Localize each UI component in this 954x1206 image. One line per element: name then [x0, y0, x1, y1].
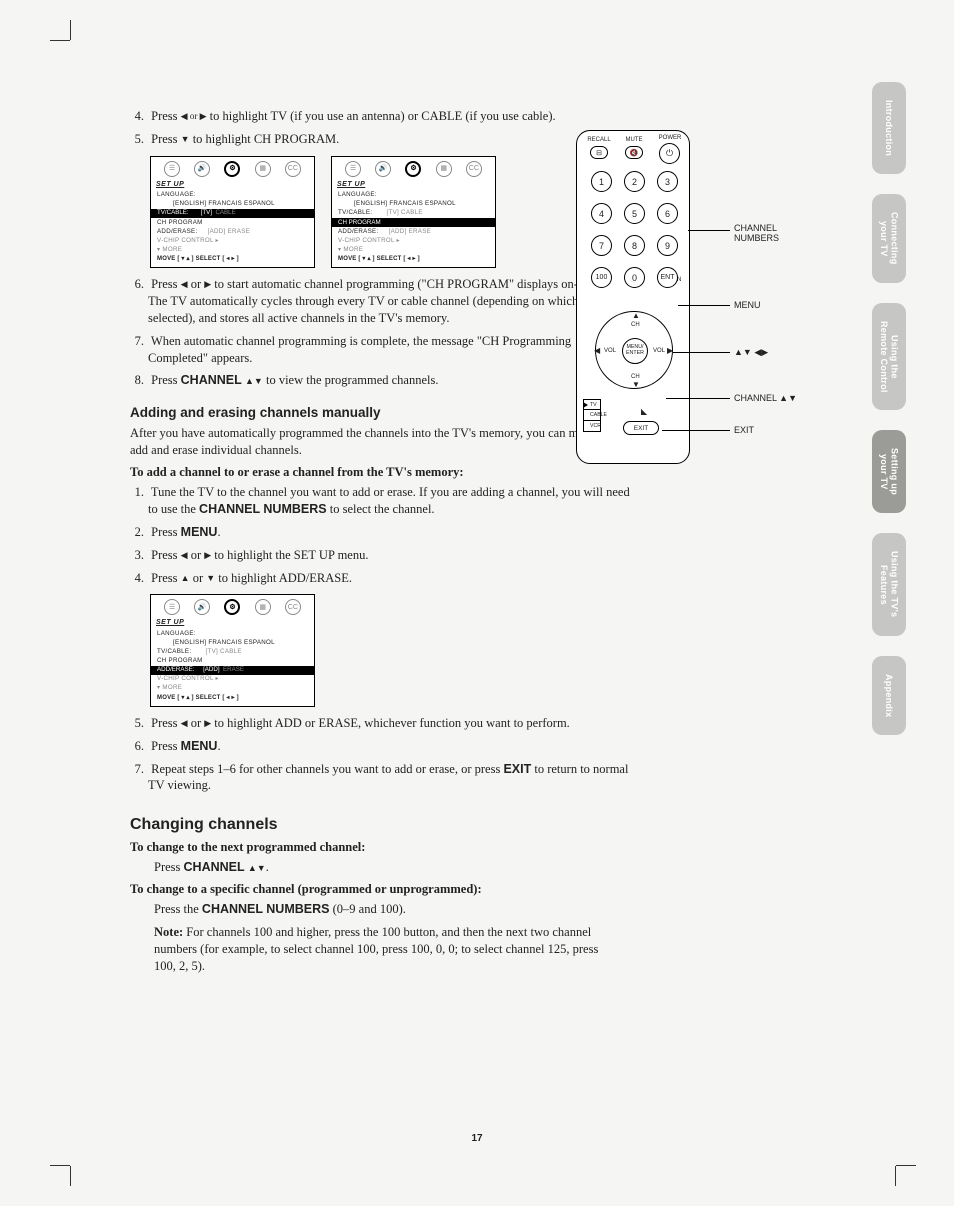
step: 2. Press MENU. — [130, 524, 630, 541]
step: 8. Press CHANNEL ▲▼ to view the programm… — [130, 372, 630, 389]
heading-add-erase: Adding and erasing channels manually — [130, 405, 630, 420]
exit-button[interactable]: EXIT — [623, 421, 659, 435]
mute-button[interactable]: 🔇 — [625, 146, 643, 159]
tab-features[interactable]: Using the TV's Features — [872, 533, 906, 635]
callout-menu: MENU — [734, 300, 761, 310]
sub-specific-channel: To change to a specific channel (program… — [130, 882, 630, 897]
osd-panel-adderase: ☰🔊⚙▦CCSET UPLANGUAGE:[ENGLISH] FRANCAIS … — [150, 594, 315, 706]
step: 3. Press ◀ or ▶ to highlight the SET UP … — [130, 547, 630, 564]
recall-button[interactable]: ⊟ — [590, 146, 608, 159]
crop-mark — [70, 1166, 71, 1186]
callout-channel: CHANNEL ▲▼ — [734, 393, 797, 403]
num-7-button[interactable]: 7 — [591, 235, 612, 256]
heading-changing: Changing channels — [130, 816, 630, 834]
side-tabs: Introduction Connecting your TV Using th… — [872, 82, 906, 755]
tab-setting-up[interactable]: Setting up your TV — [872, 430, 906, 513]
step: 4. Press ▲ or ▼ to highlight ADD/ERASE. — [130, 570, 630, 587]
step: 7. When automatic channel programming is… — [130, 333, 630, 367]
num-5-button[interactable]: 5 — [624, 203, 645, 224]
step: 6. Press ◀ or ▶ to start automatic chann… — [130, 276, 630, 327]
label-recall: RECALL — [586, 137, 612, 143]
label-mute: MUTE — [621, 137, 647, 143]
num-8-button[interactable]: 8 — [624, 235, 645, 256]
tab-connecting[interactable]: Connecting your TV — [872, 194, 906, 283]
osd-panel-chprogram: ☰🔊⚙▦CCSET UPLANGUAGE:[ENGLISH] FRANCAIS … — [331, 156, 496, 268]
menu-enter-button[interactable]: MENU/ENTER — [622, 338, 648, 364]
step: 6. Press MENU. — [130, 738, 630, 755]
text-press-channel: Press CHANNEL ▲▼. — [130, 859, 630, 876]
label-ch-up: CH — [631, 322, 640, 328]
leader-line — [662, 430, 730, 431]
tab-appendix[interactable]: Appendix — [872, 656, 906, 735]
osd-panel-tvcable: ☰🔊⚙▦CCSET UPLANGUAGE:[ENGLISH] FRANCAIS … — [150, 156, 315, 268]
callout-arrows: ▲▼ ◀▶ — [734, 347, 768, 358]
label-vol-right: VOL — [653, 348, 665, 354]
arrow-left-icon[interactable]: ◀ — [594, 346, 600, 355]
step: 5. Press ◀ or ▶ to highlight ADD or ERAS… — [130, 715, 630, 732]
step: 5. Press ▼ to highlight CH PROGRAM. — [130, 131, 630, 148]
leader-line — [678, 305, 730, 306]
power-button[interactable]: ⏻ — [659, 143, 680, 164]
text-press-numbers: Press the CHANNEL NUMBERS (0–9 and 100). — [130, 901, 630, 918]
device-switch[interactable]: TV CABLE VCR — [583, 399, 601, 432]
dpad: MENU/ENTER CH CH VOL VOL ▲ ▼ ◀ ▶ — [595, 311, 673, 389]
num-4-button[interactable]: 4 — [591, 203, 612, 224]
step: 7. Repeat steps 1–6 for other channels y… — [130, 761, 630, 795]
num-6-button[interactable]: 6 — [657, 203, 678, 224]
page-content: 4. Press ◀ or ▶ to highlight TV (if you … — [130, 108, 630, 981]
callout-exit: EXIT — [734, 425, 754, 435]
osd-row-2: ☰🔊⚙▦CCSET UPLANGUAGE:[ENGLISH] FRANCAIS … — [150, 594, 630, 706]
step: 4. Press ◀ or ▶ to highlight TV (if you … — [130, 108, 630, 125]
exit-arrow-icon: ◣ — [641, 407, 647, 416]
label-vol-left: VOL — [604, 348, 616, 354]
switch-vcr: VCR — [590, 423, 601, 429]
num-0-button[interactable]: 0 — [624, 267, 645, 288]
leader-line — [673, 352, 730, 353]
crop-mark — [50, 40, 70, 41]
remote-diagram: RECALL MUTE POWER ⊟ 🔇 ⏻ CH RTN MENU/ENTE… — [566, 130, 854, 464]
num-2-button[interactable]: 2 — [624, 171, 645, 192]
crop-mark — [70, 20, 71, 40]
arrow-down-icon[interactable]: ▼ — [632, 380, 640, 389]
osd-row: ☰🔊⚙▦CCSET UPLANGUAGE:[ENGLISH] FRANCAIS … — [150, 156, 630, 268]
arrow-right-icon[interactable]: ▶ — [667, 346, 673, 355]
step: 1. Tune the TV to the channel you want t… — [130, 484, 630, 518]
leader-line — [666, 398, 730, 399]
note-text: Note: For channels 100 and higher, press… — [130, 924, 630, 975]
num-9-button[interactable]: 9 — [657, 235, 678, 256]
num-1-button[interactable]: 1 — [591, 171, 612, 192]
tab-introduction[interactable]: Introduction — [872, 82, 906, 174]
page-number: 17 — [0, 1133, 954, 1144]
crop-mark — [896, 1165, 916, 1166]
arrow-up-icon[interactable]: ▲ — [632, 311, 640, 320]
callout-channel-numbers: CHANNEL NUMBERS — [734, 223, 779, 243]
label-power: POWER — [655, 135, 685, 141]
remote-body: RECALL MUTE POWER ⊟ 🔇 ⏻ CH RTN MENU/ENTE… — [576, 130, 690, 464]
num-100-button[interactable]: 100 — [591, 267, 612, 288]
tab-remote[interactable]: Using the Remote Control — [872, 303, 906, 411]
leader-line — [688, 230, 730, 231]
num-3-button[interactable]: 3 — [657, 171, 678, 192]
switch-tv: TV — [590, 402, 597, 408]
subheading-add-erase: To add a channel to or erase a channel f… — [130, 465, 630, 480]
crop-mark — [50, 1165, 70, 1166]
num-ENT-button[interactable]: ENT — [657, 267, 678, 288]
intro-text: After you have automatically programmed … — [130, 425, 630, 459]
crop-mark — [895, 1166, 896, 1186]
sub-next-channel: To change to the next programmed channel… — [130, 840, 630, 855]
switch-cable: CABLE — [590, 412, 607, 418]
